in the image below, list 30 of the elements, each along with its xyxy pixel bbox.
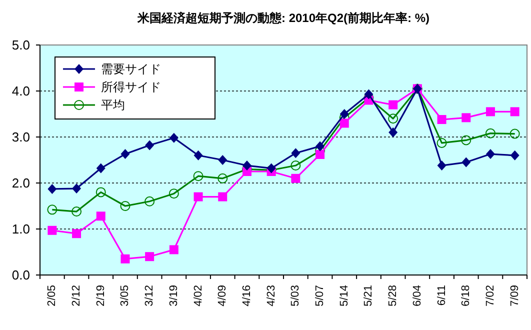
- y-tick-label: 1.0: [12, 222, 30, 236]
- x-tick-label: 5/28: [387, 285, 400, 306]
- x-tick-label: 6/04: [411, 285, 424, 306]
- y-tick-label: 2.0: [12, 176, 30, 190]
- x-tick-label: 6/18: [460, 285, 472, 306]
- x-tick-label: 2/05: [46, 285, 58, 306]
- x-tick-label: 2/12: [70, 285, 83, 306]
- x-tick-label: 2/19: [94, 285, 107, 306]
- x-tick-label: 3/12: [144, 285, 156, 306]
- legend-label: 平均: [101, 98, 125, 112]
- y-tick-label: 3.0: [12, 130, 30, 144]
- x-tick-label: 3/19: [168, 285, 180, 306]
- x-tick-label: 6/11: [436, 285, 448, 306]
- y-tick-label: 4.0: [12, 84, 30, 98]
- legend-label: 需要サイド: [101, 62, 161, 76]
- x-tick-label: 5/21: [362, 285, 375, 306]
- x-tick-label: 4/23: [265, 285, 278, 306]
- x-tick-label: 5/14: [338, 285, 350, 306]
- chart-title: 米国経済超短期予測の動態: 2010年Q2(前期比年率: %): [136, 11, 430, 25]
- x-tick-label: 4/02: [192, 285, 204, 306]
- x-tick-label: 3/05: [119, 285, 132, 306]
- x-tick-label: 7/09: [508, 285, 521, 306]
- x-tick-label: 7/02: [484, 285, 496, 306]
- x-tick-label: 5/07: [314, 285, 326, 306]
- legend-label: 所得サイド: [101, 80, 161, 94]
- y-tick-label: 0.0: [12, 268, 30, 282]
- x-tick-label: 4/09: [216, 285, 229, 306]
- y-tick-label: 5.0: [12, 38, 30, 52]
- x-tick-label: 4/16: [240, 285, 253, 306]
- x-tick-label: 5/03: [290, 285, 302, 306]
